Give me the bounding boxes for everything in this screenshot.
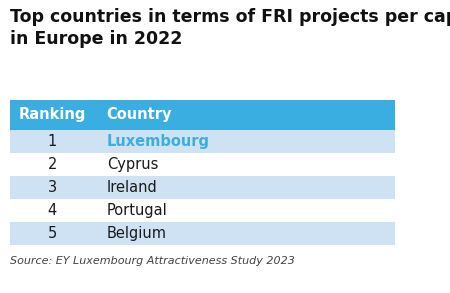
Text: 2: 2: [48, 157, 57, 172]
Text: Luxembourg: Luxembourg: [107, 134, 210, 149]
Bar: [10, 199, 395, 222]
Bar: [10, 153, 395, 176]
Text: Top countries in terms of FRI projects per capita
in Europe in 2022: Top countries in terms of FRI projects p…: [10, 8, 450, 47]
Bar: [10, 222, 395, 245]
Text: Source: EY Luxembourg Attractiveness Study 2023: Source: EY Luxembourg Attractiveness Stu…: [10, 256, 295, 266]
Text: 3: 3: [48, 180, 57, 195]
Text: Cyprus: Cyprus: [107, 157, 158, 172]
Text: 4: 4: [48, 203, 57, 218]
Text: 1: 1: [48, 134, 57, 149]
Text: 5: 5: [48, 226, 57, 241]
Bar: [10, 100, 395, 130]
Text: Portugal: Portugal: [107, 203, 167, 218]
Text: Ireland: Ireland: [107, 180, 158, 195]
Text: Belgium: Belgium: [107, 226, 166, 241]
Bar: [10, 176, 395, 199]
Text: Country: Country: [107, 108, 172, 122]
Bar: [10, 130, 395, 153]
Text: Ranking: Ranking: [18, 108, 86, 122]
